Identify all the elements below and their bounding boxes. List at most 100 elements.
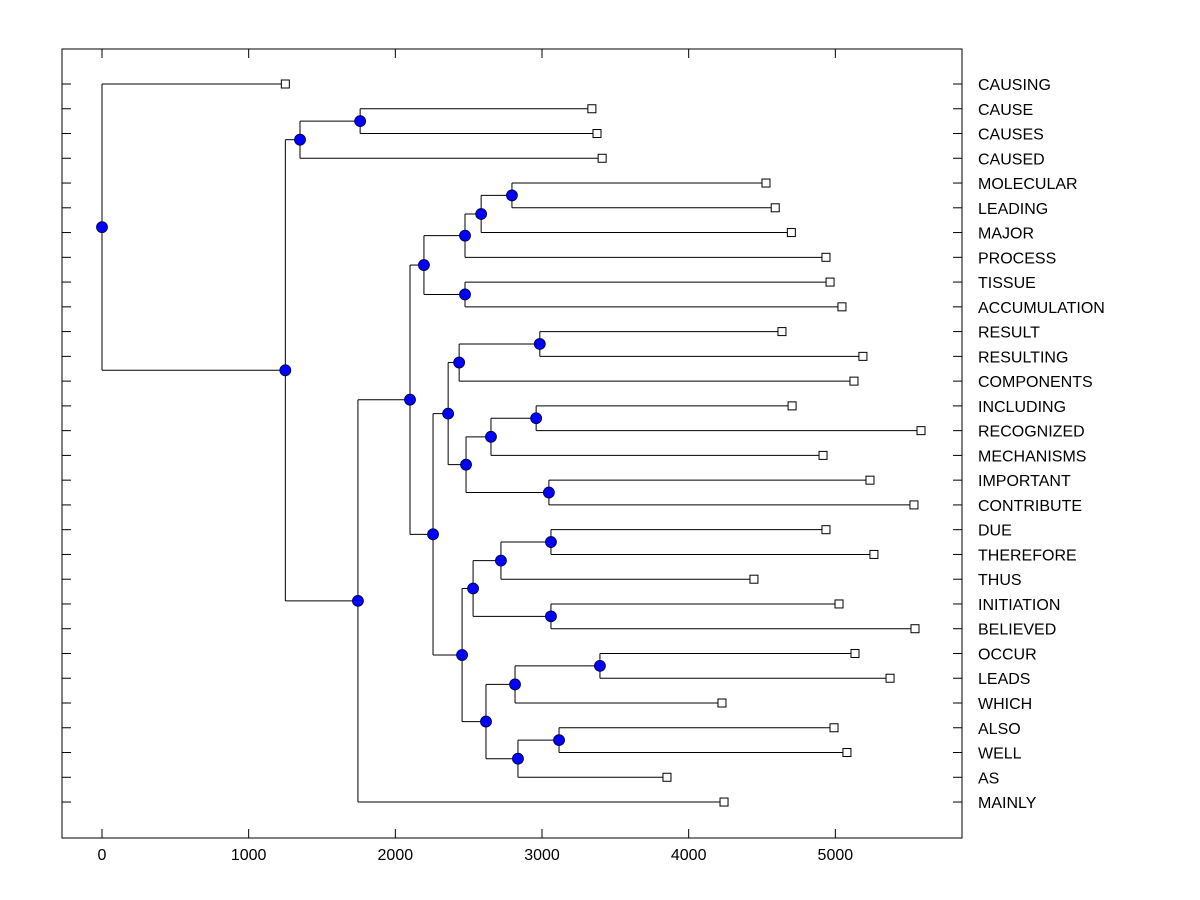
cluster-node xyxy=(485,430,497,443)
cluster-node xyxy=(427,528,439,541)
x-tick-label: 1000 xyxy=(231,847,267,864)
leaf-label-cause: CAUSE xyxy=(978,102,1033,119)
x-axis-tick-labels: 0 1000 2000 3000 4000 5000 xyxy=(98,847,854,864)
leaf-label-due: DUE xyxy=(978,523,1012,540)
leaf-marker-result xyxy=(777,327,787,337)
leaf-label-recognized: RECOGNIZED xyxy=(978,424,1085,441)
cluster-node xyxy=(545,536,557,548)
leaf-marker-which xyxy=(717,698,727,708)
cluster-node xyxy=(354,115,367,128)
leaf-marker-as xyxy=(662,772,672,782)
leaf-label-result: RESULT xyxy=(978,325,1040,342)
cluster-node xyxy=(442,407,455,420)
cluster-node xyxy=(294,133,306,146)
cluster-node xyxy=(418,259,430,271)
cluster-node xyxy=(459,229,471,242)
leaf-label-mechanisms: MECHANISMS xyxy=(978,448,1086,465)
leaf-label-leading: LEADING xyxy=(978,201,1048,218)
cluster-node xyxy=(545,610,557,623)
cluster-node xyxy=(553,734,565,747)
leaf-marker-resulting xyxy=(858,351,868,361)
cluster-node xyxy=(459,288,471,301)
leaf-label-including: INCLUDING xyxy=(978,399,1066,416)
leaf-label-causing: CAUSING xyxy=(978,77,1051,94)
leaf-label-process: PROCESS xyxy=(978,250,1056,267)
cluster-node xyxy=(512,752,524,765)
x-tick-label: 0 xyxy=(98,847,107,864)
leaf-label-caused: CAUSED xyxy=(978,151,1045,168)
leaf-marker-leads xyxy=(885,673,895,683)
leaf-marker-well xyxy=(842,748,852,758)
leaf-label-therefore: THEREFORE xyxy=(978,547,1077,564)
dendrogram-links xyxy=(101,83,922,803)
cluster-node xyxy=(456,649,468,661)
cluster-node xyxy=(453,356,466,369)
leaf-marker-tissue xyxy=(825,277,835,287)
leaf-marker-occur xyxy=(850,648,860,658)
cluster-node xyxy=(96,221,108,234)
x-tick-label: 2000 xyxy=(378,847,414,864)
leaf-label-components: COMPONENTS xyxy=(978,374,1093,391)
axis-ticks xyxy=(62,49,962,838)
leaf-marker-recognized xyxy=(916,426,926,436)
x-tick-label: 3000 xyxy=(524,847,560,864)
leaf-label-tissue: TISSUE xyxy=(978,275,1036,292)
cluster-node xyxy=(533,338,546,350)
leaf-label-causes: CAUSES xyxy=(978,127,1044,144)
leaf-label-resulting: RESULTING xyxy=(978,349,1068,366)
x-tick-label: 5000 xyxy=(818,847,854,864)
leaf-label-initiation: INITIATION xyxy=(978,597,1060,614)
leaf-markers xyxy=(280,79,926,807)
cluster-node xyxy=(530,412,543,425)
leaf-marker-molecular xyxy=(761,178,771,188)
leaf-label-accumulation: ACCUMULATION xyxy=(978,300,1105,317)
leaf-marker-accumulation xyxy=(837,302,847,312)
leaf-label-contribute: CONTRIBUTE xyxy=(978,498,1082,515)
leaf-marker-caused xyxy=(597,153,607,163)
cluster-node xyxy=(352,594,364,607)
cluster-nodes xyxy=(96,115,606,765)
cluster-node xyxy=(495,554,507,567)
leaf-marker-also xyxy=(829,723,839,733)
leaf-marker-mechanisms xyxy=(818,450,828,460)
plot-frame xyxy=(61,48,963,839)
leaf-marker-thus xyxy=(749,574,759,584)
leaf-label-well: WELL xyxy=(978,746,1022,763)
leaf-marker-cause xyxy=(587,104,597,114)
leaf-label-important: IMPORTANT xyxy=(978,473,1071,490)
leaf-label-thus: THUS xyxy=(978,572,1022,589)
x-tick-label: 4000 xyxy=(671,847,707,864)
leaf-marker-initiation xyxy=(834,599,844,609)
cluster-node xyxy=(509,678,521,691)
leaf-marker-causes xyxy=(592,129,602,139)
leaf-label-also: ALSO xyxy=(978,721,1021,738)
leaf-labels: CAUSING CAUSE CAUSES CAUSED MOLECULAR LEADING… xyxy=(978,77,1105,812)
leaf-label-which: WHICH xyxy=(978,696,1032,713)
leaf-label-mainly: MAINLY xyxy=(978,795,1037,812)
cluster-node xyxy=(480,715,492,728)
leaf-label-major: MAJOR xyxy=(978,226,1034,243)
cluster-node xyxy=(475,208,488,220)
leaf-label-molecular: MOLECULAR xyxy=(978,176,1078,193)
leaf-marker-major xyxy=(786,228,796,238)
leaf-marker-important xyxy=(865,475,875,485)
leaf-marker-process xyxy=(821,252,831,262)
leaf-marker-therefore xyxy=(869,549,879,559)
leaf-label-as: AS xyxy=(978,770,999,787)
leaf-marker-components xyxy=(849,376,859,386)
leaf-marker-causing xyxy=(280,79,290,89)
cluster-node xyxy=(404,393,416,406)
leaf-label-occur: OCCUR xyxy=(978,646,1037,663)
leaf-label-believed: BELIEVED xyxy=(978,622,1056,639)
cluster-node xyxy=(506,189,518,202)
leaf-marker-mainly xyxy=(719,797,729,807)
leaf-marker-believed xyxy=(910,624,920,634)
cluster-node xyxy=(467,582,479,595)
cluster-node xyxy=(460,458,472,471)
leaf-marker-contribute xyxy=(909,500,919,510)
leaf-marker-due xyxy=(821,525,831,535)
leaf-marker-including xyxy=(787,401,797,411)
cluster-node xyxy=(594,659,606,672)
cluster-node xyxy=(279,364,292,377)
